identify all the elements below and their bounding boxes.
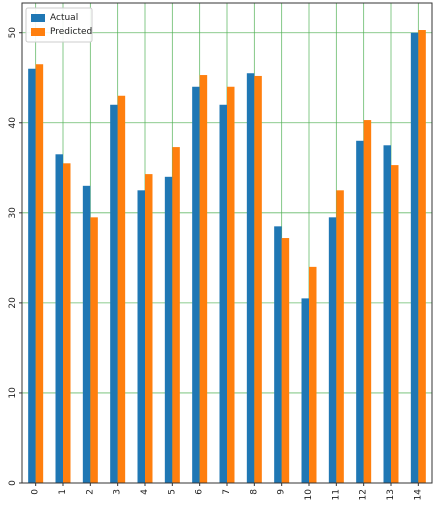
- bar-predicted-5: [172, 147, 180, 483]
- bar-actual-2: [82, 185, 91, 483]
- bar-predicted-3: [117, 95, 126, 484]
- x-tick-label: 2: [85, 489, 95, 495]
- bar-predicted-2: [90, 217, 98, 483]
- x-tick-label: 3: [113, 489, 123, 495]
- x-tick-label: 1: [58, 489, 68, 495]
- bar-actual-4: [137, 190, 145, 483]
- legend-swatch-actual: [31, 14, 45, 22]
- x-tick-label: 8: [249, 489, 259, 495]
- bar-actual-6: [192, 86, 200, 483]
- x-tick-label: 13: [386, 489, 396, 500]
- bar-predicted-10: [309, 266, 317, 483]
- y-tick-label: 10: [8, 387, 18, 399]
- legend-swatch-predicted: [31, 28, 45, 36]
- x-tick-label: 5: [167, 489, 177, 495]
- legend: Actual Predicted: [25, 7, 93, 43]
- x-tick-label: 4: [140, 489, 150, 495]
- y-tick-label: 30: [8, 207, 18, 219]
- bar-predicted-13: [391, 165, 399, 483]
- bar-predicted-7: [227, 86, 235, 483]
- x-tick-label: 7: [222, 489, 232, 495]
- bar-predicted-12: [363, 120, 372, 483]
- y-tick-label: 20: [8, 297, 18, 309]
- x-tick-label: 0: [31, 489, 41, 495]
- bar-actual-11: [328, 217, 337, 483]
- bar-actual-3: [110, 104, 118, 483]
- bar-actual-10: [301, 298, 309, 483]
- bar-predicted-8: [254, 75, 262, 483]
- bar-actual-0: [28, 68, 36, 483]
- bar-actual-5: [164, 176, 173, 483]
- bar-predicted-6: [199, 75, 208, 483]
- y-tick-label: 50: [8, 27, 18, 39]
- bar-predicted-9: [281, 238, 290, 483]
- bar-actual-14: [410, 32, 419, 484]
- bar-actual-9: [274, 226, 282, 483]
- y-tick-label: 0: [8, 480, 18, 486]
- legend-label-predicted: Predicted: [50, 27, 92, 37]
- bar-predicted-0: [35, 64, 44, 483]
- bar-actual-8: [246, 73, 255, 484]
- bar-predicted-11: [336, 190, 344, 483]
- x-tick-label: 6: [195, 489, 205, 495]
- bar-predicted-14: [418, 30, 426, 484]
- bar-predicted-4: [145, 174, 153, 484]
- x-axis: 0 1 2 3 4 5 6 7 8 9 10 11 12 13 14: [31, 483, 423, 501]
- bar-predicted-1: [63, 163, 71, 484]
- x-tick-label: 12: [359, 489, 369, 500]
- y-axis: 0 10 20 30 40 50: [8, 27, 22, 486]
- x-tick-label: 11: [331, 489, 341, 500]
- bar-actual-1: [55, 154, 63, 483]
- x-tick-label: 14: [413, 489, 423, 501]
- bar-actual-12: [356, 140, 364, 483]
- bar-actual-7: [219, 104, 227, 483]
- legend-label-actual: Actual: [50, 13, 78, 23]
- bar-actual-13: [383, 145, 391, 483]
- bars: [28, 30, 426, 484]
- x-tick-label: 10: [304, 489, 314, 501]
- x-tick-label: 9: [277, 489, 287, 495]
- y-tick-label: 40: [8, 117, 18, 129]
